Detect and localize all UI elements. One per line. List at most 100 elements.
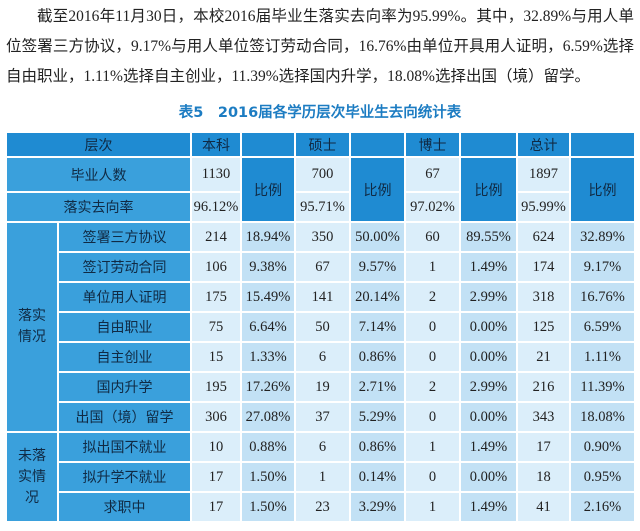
count-cell: 67 (294, 251, 351, 283)
group-label: 未落实情况 (5, 431, 59, 523)
ratio-cell: 0.90% (569, 431, 636, 463)
ratio-cell: 1.50% (240, 461, 296, 493)
row-label: 拟升学不就业 (57, 461, 192, 493)
count-cell: 1 (294, 461, 351, 493)
ratio-header: 比例 (240, 156, 296, 223)
count-cell: 214 (190, 221, 242, 253)
count-cell: 15 (190, 341, 242, 373)
header-cell: 本科 (190, 131, 242, 158)
count-cell: 18 (516, 461, 571, 493)
ratio-cell: 0.88% (240, 431, 296, 463)
count-cell: 6 (294, 431, 351, 463)
row-label: 签署三方协议 (57, 221, 192, 253)
count-cell: 125 (516, 311, 571, 343)
count-cell: 17 (190, 491, 242, 523)
count-cell: 350 (294, 221, 351, 253)
ratio-cell: 50.00% (349, 221, 406, 253)
ratio-cell: 0.95% (569, 461, 636, 493)
header-cell: 层次 (5, 131, 192, 158)
ratio-cell: 0.14% (349, 461, 406, 493)
count-cell: 1130 (190, 156, 242, 193)
count-cell: 0 (404, 401, 461, 433)
ratio-cell: 3.29% (349, 491, 406, 523)
row-label: 单位用人证明 (57, 281, 192, 313)
ratio-cell: 16.76% (569, 281, 636, 313)
ratio-cell: 1.33% (240, 341, 296, 373)
count-cell: 175 (190, 281, 242, 313)
count-cell: 60 (404, 221, 461, 253)
table-row: 求职中 17 1.50% 23 3.29% 1 1.49% 41 2.16% (6, 491, 636, 523)
header-cell-blank (569, 131, 636, 158)
ratio-cell: 6.64% (240, 311, 296, 343)
count-cell: 37 (294, 401, 351, 433)
count-cell: 6 (294, 341, 351, 373)
row-label: 自主创业 (57, 341, 192, 373)
row-label: 毕业人数 (5, 156, 192, 193)
count-cell: 318 (516, 281, 571, 313)
row-label: 出国（境）留学 (57, 401, 192, 433)
count-cell: 41 (516, 491, 571, 523)
ratio-cell: 7.14% (349, 311, 406, 343)
table-row: 落实去向率 96.12% 95.71% 97.02% 95.99% (5, 191, 635, 223)
ratio-cell: 1.11% (569, 341, 636, 373)
ratio-cell: 18.94% (240, 221, 296, 253)
table-caption: 表5 2016届各学历层次毕业生去向统计表 (178, 105, 462, 121)
ratio-cell: 0.00% (459, 401, 518, 433)
table-row: 层次 本科 硕士 博士 总计 (5, 131, 636, 158)
rate-cell: 97.02% (404, 191, 461, 223)
count-cell: 17 (516, 431, 571, 463)
count-cell: 17 (190, 461, 242, 493)
ratio-cell: 2.16% (569, 491, 636, 523)
count-cell: 141 (294, 281, 351, 313)
table-row: 单位用人证明 175 15.49% 141 20.14% 2 2.99% 318 16.76% (6, 281, 636, 313)
row-label: 国内升学 (57, 371, 192, 403)
ratio-cell: 1.49% (459, 431, 518, 463)
table-row: 出国（境）留学 306 27.08% 37 5.29% 0 0.00% 343 18.08% (6, 401, 636, 433)
count-cell: 306 (190, 401, 242, 433)
ratio-cell: 2.99% (459, 281, 518, 313)
count-cell: 19 (294, 371, 351, 403)
table-row: 自主创业 15 1.33% 6 0.86% 0 0.00% 21 1.11% (6, 341, 636, 373)
count-cell: 21 (516, 341, 571, 373)
ratio-cell: 20.14% (349, 281, 406, 313)
count-cell: 50 (294, 311, 351, 343)
group-label: 落实情况 (5, 221, 59, 433)
count-cell: 106 (190, 251, 242, 283)
table-row: 自由职业 75 6.64% 50 7.14% 0 0.00% 125 6.59% (6, 311, 636, 343)
rate-cell: 96.12% (190, 191, 242, 223)
table-row: 拟升学不就业 17 1.50% 1 0.14% 0 0.00% 18 0.95% (6, 461, 636, 493)
count-cell: 343 (516, 401, 571, 433)
paragraph: 截至2016年11月30日，本校2016届毕业生落实去向率为95.99%。其中，… (6, 8, 634, 85)
count-cell: 0 (404, 341, 461, 373)
count-cell: 700 (294, 156, 351, 193)
ratio-cell: 2.99% (459, 371, 518, 403)
ratio-cell: 17.26% (240, 371, 296, 403)
ratio-cell: 2.71% (349, 371, 406, 403)
ratio-cell: 9.57% (349, 251, 406, 283)
ratio-cell: 9.17% (569, 251, 636, 283)
count-cell: 1 (404, 431, 461, 463)
table-row: 毕业人数 1130 比例 700 比例 67 比例 1897 比例 (5, 156, 636, 223)
table: 层次 本科 硕士 博士 总计 毕业人数 1130 比例 700 比例 67 比例 1897 比例 落实去向率… (5, 131, 636, 523)
count-cell: 67 (404, 156, 461, 193)
header-cell: 总计 (516, 131, 571, 158)
count-cell: 1897 (516, 156, 571, 193)
group-label-text: 落实情况 (18, 308, 46, 345)
ratio-cell: 18.08% (569, 401, 636, 433)
ratio-cell: 32.89% (569, 221, 636, 253)
rate-cell: 95.99% (516, 191, 571, 223)
table-row: 国内升学 195 17.26% 19 2.71% 2 2.99% 216 11.39% (6, 371, 636, 403)
ratio-cell: 1.49% (459, 491, 518, 523)
ratio-cell: 89.55% (459, 221, 518, 253)
table-row: 落实情况 签署三方协议 214 18.94% 350 50.00% 60 89.55% 624 3… (5, 221, 636, 433)
rate-cell: 95.71% (294, 191, 351, 223)
count-cell: 624 (516, 221, 571, 253)
ratio-header: 比例 (569, 156, 636, 223)
count-cell: 1 (404, 491, 461, 523)
table-body: 层次 本科 硕士 博士 总计 毕业人数 1130 比例 700 比例 67 比例 1897 比例 落实去向率… (5, 131, 636, 523)
row-label: 求职中 (57, 491, 192, 523)
ratio-cell: 6.59% (569, 311, 636, 343)
ratio-cell: 0.86% (349, 431, 406, 463)
